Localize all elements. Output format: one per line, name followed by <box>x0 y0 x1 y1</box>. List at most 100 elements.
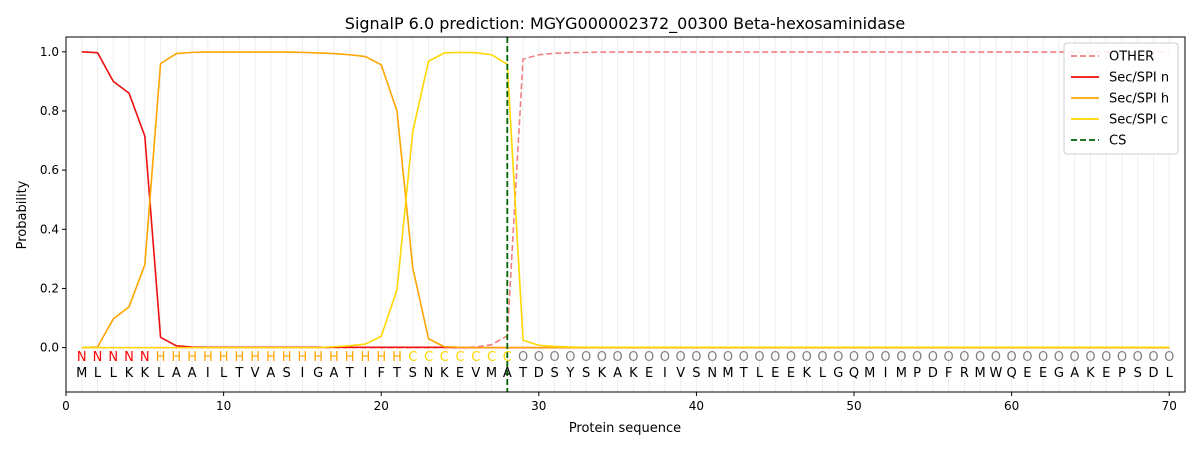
y-tick-label: 0.2 <box>40 281 59 295</box>
region-label: O <box>739 350 749 365</box>
sequence-residue: I <box>884 366 888 381</box>
sequence-residue: S <box>409 366 417 381</box>
sequence-residue: K <box>125 366 134 381</box>
sequence-residue: L <box>220 366 228 381</box>
region-label: O <box>754 350 764 365</box>
region-label: O <box>1133 350 1143 365</box>
sequence-residue: A <box>1070 366 1079 381</box>
region-label: C <box>424 350 433 365</box>
region-label: O <box>770 350 780 365</box>
y-tick-label: 0.4 <box>40 222 59 236</box>
region-label: N <box>124 350 134 365</box>
sequence-residue: K <box>440 366 449 381</box>
region-label: O <box>518 350 528 365</box>
region-label: O <box>802 350 812 365</box>
sequence-residue: V <box>676 366 685 381</box>
sequence-residue: S <box>582 366 590 381</box>
region-label: C <box>440 350 449 365</box>
sequence-residue: D <box>534 366 544 381</box>
sequence-residue: A <box>188 366 197 381</box>
region-label: O <box>991 350 1001 365</box>
sequence-residue: P <box>913 366 921 381</box>
region-label: O <box>880 350 890 365</box>
region-label: O <box>676 350 686 365</box>
legend-box <box>1063 42 1179 155</box>
region-label: O <box>817 350 827 365</box>
region-label: O <box>975 350 985 365</box>
region-label: H <box>171 350 181 365</box>
region-label: O <box>1085 350 1095 365</box>
region-label: O <box>581 350 591 365</box>
sequence-residue: L <box>157 366 165 381</box>
sequence-residue: V <box>471 366 480 381</box>
region-label: O <box>1148 350 1158 365</box>
sequence-residue: T <box>234 366 243 381</box>
y-tick-label: 1.0 <box>40 45 59 59</box>
y-tick-label: 0.0 <box>40 341 59 355</box>
region-label: H <box>250 350 260 365</box>
sequence-residue: S <box>692 366 700 381</box>
sequence-residue: E <box>645 366 653 381</box>
sequence-residue: E <box>771 366 779 381</box>
region-label: O <box>723 350 733 365</box>
x-axis-label: Protein sequence <box>569 421 681 436</box>
region-label: O <box>896 350 906 365</box>
region-label: H <box>219 350 229 365</box>
region-label: C <box>408 350 417 365</box>
sequence-residue: I <box>663 366 667 381</box>
series-line-sec-spi-c <box>81 51 1170 349</box>
y-axis-label: Probability <box>15 180 30 249</box>
sequence-residue: T <box>392 366 401 381</box>
region-label: O <box>943 350 953 365</box>
legend-label: Sec/SPI c <box>1109 113 1168 128</box>
region-label: O <box>660 350 670 365</box>
region-label: O <box>786 350 796 365</box>
sequence-residue: P <box>1118 366 1126 381</box>
sequence-residue: M <box>486 366 497 381</box>
x-tick-label: 0 <box>62 399 70 413</box>
region-label: O <box>565 350 575 365</box>
region-label: N <box>93 350 103 365</box>
sequence-residue: W <box>989 366 1002 381</box>
series-line-other <box>81 51 1170 349</box>
region-label: H <box>156 350 166 365</box>
region-label: C <box>487 350 496 365</box>
series-line-sec-spi-h <box>81 51 1170 349</box>
sequence-residue: L <box>1166 366 1174 381</box>
region-label: H <box>329 350 339 365</box>
x-tick-label: 10 <box>216 399 231 413</box>
sequence-residue: T <box>518 366 527 381</box>
sequence-residue: Q <box>849 366 859 381</box>
region-label: O <box>912 350 922 365</box>
region-label: H <box>282 350 292 365</box>
sequence-residue: G <box>833 366 843 381</box>
region-label: O <box>597 350 607 365</box>
region-label: H <box>313 350 323 365</box>
sequence-residue: F <box>377 366 384 381</box>
sequence-residue: M <box>864 366 875 381</box>
region-label: H <box>376 350 386 365</box>
sequence-residue: K <box>598 366 607 381</box>
sequence-residue: M <box>76 366 87 381</box>
sequence-residue: E <box>456 366 464 381</box>
region-label: H <box>187 350 197 365</box>
x-tick-label: 40 <box>689 399 704 413</box>
sequence-residue: A <box>613 366 622 381</box>
region-label: O <box>833 350 843 365</box>
region-label: O <box>1070 350 1080 365</box>
sequence-residue: A <box>266 366 275 381</box>
region-label: O <box>628 350 638 365</box>
legend-label: Sec/SPI h <box>1109 92 1169 107</box>
sequence-residue: L <box>110 366 118 381</box>
legend: OTHER Sec/SPI n Sec/SPI h Sec/SPI c CS <box>1063 42 1179 155</box>
sequence-residue: I <box>206 366 210 381</box>
sequence-residue: G <box>1054 366 1064 381</box>
region-label: O <box>1038 350 1048 365</box>
region-label: O <box>1117 350 1127 365</box>
region-label: N <box>140 350 150 365</box>
sequence-residue: E <box>1102 366 1110 381</box>
sequence-residue: L <box>819 366 827 381</box>
y-tick-label: 0.6 <box>40 163 59 177</box>
sequence-residue: E <box>1023 366 1031 381</box>
